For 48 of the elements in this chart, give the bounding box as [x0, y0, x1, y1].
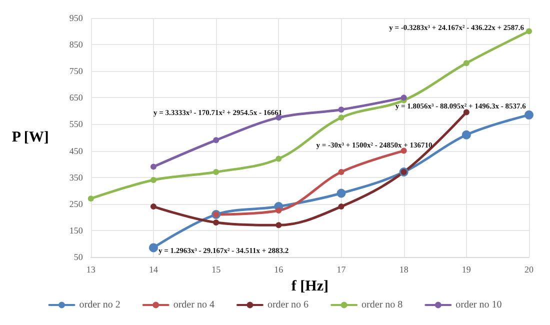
x-tick-label: 14	[148, 264, 158, 274]
y-tick-label: 350	[69, 172, 84, 182]
y-tick-label: 850	[69, 40, 84, 50]
y-tick-label: 650	[69, 92, 84, 103]
point	[150, 204, 156, 210]
y-tick-label: 550	[69, 119, 84, 130]
x-tick-label: 20	[524, 264, 534, 274]
point	[88, 196, 94, 202]
legend-label: order no 8	[362, 300, 403, 310]
point	[524, 110, 534, 120]
x-tick-label: 15	[212, 264, 222, 274]
y-tick-label: 950	[69, 13, 84, 23]
x-tick-label: 17	[336, 264, 346, 274]
point	[213, 169, 220, 176]
y-tick-label: 450	[69, 146, 84, 156]
point	[150, 164, 156, 170]
legend-label: order no 6	[267, 300, 309, 310]
x-axis-title: f [Hz]	[291, 278, 328, 294]
x-tick-label: 16	[274, 264, 284, 274]
point	[213, 137, 220, 144]
x-tick-label: 18	[399, 264, 409, 274]
point	[148, 243, 158, 252]
point	[336, 188, 346, 198]
point	[462, 130, 471, 140]
point	[338, 204, 344, 210]
point	[463, 109, 470, 116]
y-tick-label: 150	[69, 225, 84, 236]
point	[338, 169, 344, 176]
point	[276, 208, 282, 214]
x-tick-label: 19	[462, 264, 472, 274]
point	[338, 114, 344, 121]
point	[400, 94, 407, 101]
point	[276, 222, 282, 228]
point	[338, 106, 344, 113]
y-tick-label: 50	[74, 252, 84, 262]
y-tick-label: 250	[69, 198, 84, 209]
y-tick-label: 750	[69, 66, 84, 76]
x-tick-label: 13	[86, 264, 96, 274]
legend-label: order no 10	[456, 300, 502, 310]
legend-label: order no 2	[79, 300, 120, 310]
point	[526, 28, 532, 34]
point	[276, 156, 282, 162]
point	[150, 176, 156, 183]
point	[463, 60, 470, 66]
point	[213, 219, 220, 226]
legend-label: order no 4	[173, 300, 214, 310]
point	[400, 148, 407, 154]
y-axis-title: P [W]	[12, 130, 49, 146]
